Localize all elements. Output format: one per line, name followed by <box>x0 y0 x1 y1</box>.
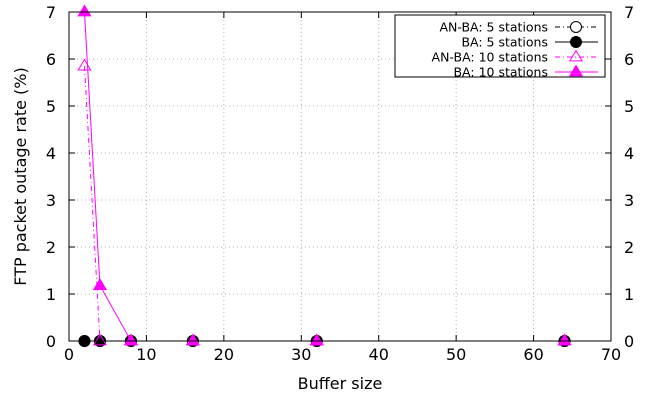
legend-label: AN-BA: 5 stations <box>439 20 548 35</box>
series-2 <box>77 58 572 346</box>
y-tick-label: 1 <box>46 285 56 304</box>
x-tick-label: 30 <box>291 345 311 364</box>
data-point <box>185 333 200 346</box>
x-tick-label: 40 <box>369 345 389 364</box>
y-axis-label: FTP packet outage rate (%) <box>11 67 30 285</box>
series-line <box>83 66 565 342</box>
legend-label: BA: 10 stations <box>453 65 548 80</box>
y-tick-label: 0 <box>46 332 56 351</box>
legend-marker <box>570 21 582 33</box>
plot-border <box>68 11 612 342</box>
data-point <box>92 278 108 290</box>
y2-tick-label: 1 <box>624 285 634 304</box>
legend-marker <box>568 64 584 77</box>
data-point <box>309 333 324 346</box>
plot-frame <box>68 11 612 342</box>
y2-tick-label: 2 <box>624 238 634 257</box>
data-point <box>123 333 138 346</box>
y2-tick-label: 3 <box>624 191 634 210</box>
data-point <box>92 333 108 346</box>
legend-marker <box>568 49 584 62</box>
legend-marker <box>570 36 582 48</box>
y-tick-label: 6 <box>46 50 56 69</box>
data-point <box>77 58 92 71</box>
legend-box <box>394 14 606 78</box>
x-tick-label: 0 <box>64 345 74 364</box>
y-tick-label: 2 <box>46 238 56 257</box>
y-tick-label: 4 <box>46 144 56 163</box>
data-point <box>77 4 92 17</box>
y-tick-label: 5 <box>46 97 56 116</box>
y2-tick-label: 0 <box>624 332 634 351</box>
x-tick-label: 50 <box>446 345 466 364</box>
legend-label: AN-BA: 10 stations <box>432 50 548 65</box>
y-tick-label: 7 <box>46 3 56 22</box>
legend-label: BA: 5 stations <box>461 35 548 50</box>
x-tick-label: 70 <box>601 345 621 364</box>
y2-tick-label: 5 <box>624 97 634 116</box>
data-point <box>557 333 572 346</box>
y-tick-label: 3 <box>46 191 56 210</box>
y2-tick-label: 4 <box>624 144 634 163</box>
y2-tick-label: 6 <box>624 50 634 69</box>
x-axis-label: Buffer size <box>298 374 383 393</box>
x-tick-label: 10 <box>136 345 156 364</box>
grid <box>69 12 611 341</box>
y2-tick-label: 7 <box>624 3 634 22</box>
x-tick-label: 20 <box>214 345 234 364</box>
x-tick-label: 60 <box>523 345 543 364</box>
